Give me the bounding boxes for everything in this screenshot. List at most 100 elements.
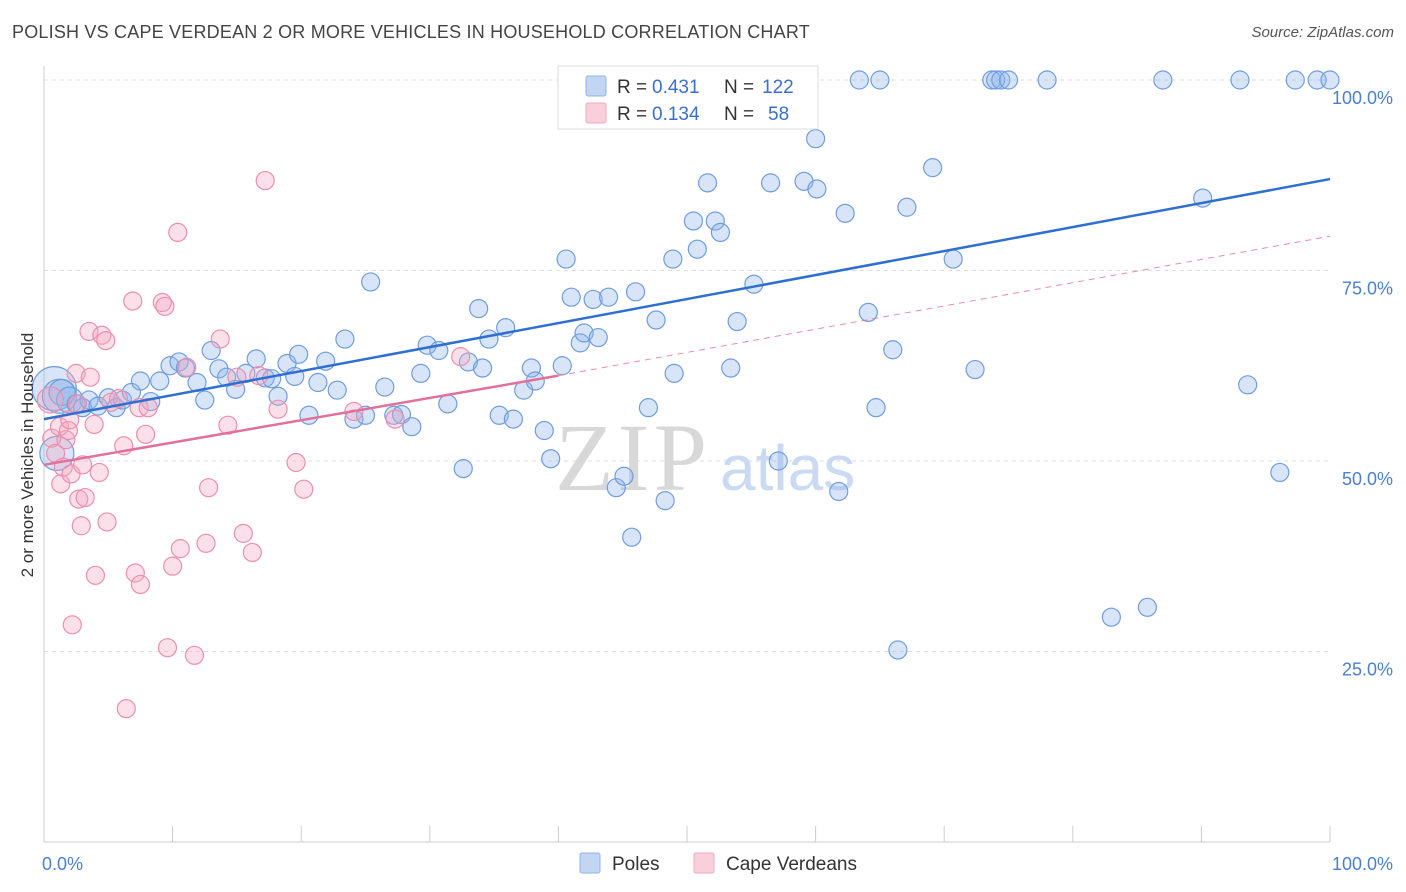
legend-r-value-poles: 0.431 [652,77,700,98]
point-cape-verdeans [97,512,117,532]
point-cape-verdeans [451,347,471,367]
point-poles [655,491,675,511]
legend-r-label: R = [617,104,647,125]
legend-box: R = 0.431 N = 122 R = 0.134 N = 58 [557,65,819,130]
point-cape-verdeans [233,523,253,543]
point-cape-verdeans [80,367,100,387]
point-poles [664,363,684,383]
point-cape-verdeans [89,462,109,483]
point-poles [411,363,431,383]
point-poles [299,405,319,425]
point-cape-verdeans [42,428,62,448]
point-poles [583,289,603,310]
watermark-atlas: atlas [720,432,855,504]
point-poles [1285,70,1305,90]
point-poles [541,449,561,469]
point-poles [829,481,849,502]
point-poles [469,299,489,319]
point-poles [195,390,215,410]
point-poles [897,197,917,217]
bottom-legend-swatch-cape-verdeans [693,852,715,874]
point-cape-verdeans [75,487,95,508]
x-tick-label: 0.0% [42,854,83,874]
point-poles [588,327,608,348]
point-poles [246,349,266,369]
point-cape-verdeans [168,222,188,242]
point-poles [289,344,309,364]
point-poles [556,249,576,269]
point-poles [1320,70,1340,90]
point-cape-verdeans [177,357,197,377]
legend-n-value-cape-verdeans: 58 [768,104,789,125]
y-tick-label: 100.0% [1332,88,1393,108]
point-poles [835,203,855,223]
point-cape-verdeans [96,331,116,351]
point-poles [327,380,347,400]
point-poles [991,70,1011,90]
point-cape-verdeans [36,386,65,414]
point-cape-verdeans [135,424,156,444]
point-poles [870,70,890,90]
point-poles [361,272,381,292]
point-cape-verdeans [268,399,288,419]
point-cape-verdeans [123,291,143,311]
watermark-zip: ZIP [555,404,711,511]
chart-title: POLISH VS CAPE VERDEAN 2 OR MORE VEHICLE… [12,22,810,42]
gridlines [44,79,1330,652]
point-poles [335,329,355,349]
point-cape-verdeans [196,533,216,553]
point-poles [438,394,458,414]
point-poles [1270,462,1290,483]
trend-lines [43,177,1331,467]
point-cape-verdeans [79,321,99,342]
point-poles [489,405,509,425]
point-poles [375,377,395,397]
point-poles [805,129,826,149]
point-cape-verdeans [255,170,275,191]
point-cape-verdeans [69,489,89,509]
point-poles [453,459,473,479]
point-cape-verdeans [184,645,205,665]
point-poles [574,323,594,343]
point-poles [614,466,634,486]
point-cape-verdeans [108,388,129,409]
point-cape-verdeans [84,414,104,435]
x-tick-label: 100.0% [1332,854,1393,874]
point-poles [943,249,963,269]
bottom-legend-label-cape-verdeans: Cape Verdeans [726,854,857,875]
point-poles [727,311,747,332]
point-poles [561,287,581,307]
point-poles [598,287,619,307]
bottom-legend-label-poles: Poles [612,854,660,875]
point-cape-verdeans [163,556,183,576]
legend-n-value-poles: 122 [762,77,794,98]
point-cape-verdeans [249,366,269,386]
point-poles [503,409,523,429]
point-poles [175,358,196,378]
point-poles [130,371,151,391]
point-poles [760,173,781,193]
point-poles [858,302,878,323]
point-cape-verdeans [199,478,219,498]
data-points [31,70,1340,719]
point-cape-verdeans [155,296,175,316]
source-credit: Source: ZipAtlas.com [1251,24,1394,41]
point-poles [687,239,707,259]
bottom-legend: Poles Cape Verdeans [579,852,857,875]
point-poles [663,249,683,269]
point-poles [570,333,590,353]
point-poles [625,282,646,302]
point-cape-verdeans [385,409,405,429]
legend-r-value-cape-verdeans: 0.134 [652,104,700,125]
point-cape-verdeans [51,474,71,494]
point-poles [646,310,666,330]
point-poles [866,398,886,418]
trend-line-poles [43,177,1331,421]
y-tick-label: 25.0% [1342,660,1393,680]
bottom-legend-swatch-poles [579,852,601,874]
legend-n-label: N = [724,104,754,125]
point-poles [888,640,908,660]
point-poles [697,173,718,193]
point-cape-verdeans [170,539,190,559]
